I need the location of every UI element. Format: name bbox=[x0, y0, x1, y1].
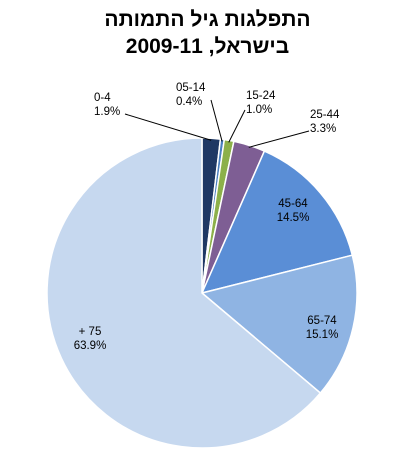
slice-category-label: 25-44 bbox=[310, 109, 340, 121]
leader-line bbox=[228, 109, 246, 143]
slice-category-label: 65-74 bbox=[307, 315, 337, 327]
slice-labels: 0-4 1.9% 05-14 0.4% 15-24 1.0% 25-44 3.3% 45-64 1… bbox=[74, 82, 340, 352]
slice-value-label: 15.1% bbox=[306, 329, 339, 341]
slice-category-label: 45-64 bbox=[278, 198, 308, 210]
leader-line bbox=[210, 99, 223, 142]
pie-slice-65-74 bbox=[201, 254, 358, 394]
chart-title-line-2: בישראל, 2009-11 bbox=[125, 35, 290, 58]
slice-value-label: 14.5% bbox=[277, 212, 310, 224]
slice-label: 05-14 0.4% bbox=[176, 82, 206, 108]
leader-line bbox=[248, 130, 310, 148]
slice-label: 45-64 14.5% bbox=[277, 198, 310, 224]
pie-slice-45-64 bbox=[201, 150, 354, 294]
slice-label: + 75 63.9% bbox=[74, 326, 107, 352]
slice-category-label: 15-24 bbox=[246, 90, 276, 102]
slice-value-label: 1.9% bbox=[94, 106, 120, 118]
slice-value-label: 63.9% bbox=[74, 340, 107, 352]
slice-label: 0-4 1.9% bbox=[94, 92, 120, 118]
slice-label: 15-24 1.0% bbox=[246, 90, 276, 116]
leader-line bbox=[124, 113, 212, 141]
chart-title: התפלגות גיל התמותה בישראל, 2009-11 bbox=[0, 6, 415, 60]
slice-category-label: + 75 bbox=[79, 326, 102, 338]
pie-slice-75 bbox=[46, 137, 322, 449]
slice-value-label: 0.4% bbox=[176, 96, 202, 108]
slice-category-label: 0-4 bbox=[94, 92, 111, 104]
slice-category-label: 05-14 bbox=[176, 82, 206, 94]
slice-label: 65-74 15.1% bbox=[306, 315, 339, 341]
pie-slices bbox=[46, 137, 358, 449]
chart-title-line-1: התפלגות גיל התמותה bbox=[104, 8, 311, 31]
slice-label: 25-44 3.3% bbox=[310, 109, 340, 135]
leader-lines bbox=[124, 99, 310, 148]
slice-value-label: 1.0% bbox=[246, 104, 272, 116]
slice-value-label: 3.3% bbox=[310, 123, 336, 135]
